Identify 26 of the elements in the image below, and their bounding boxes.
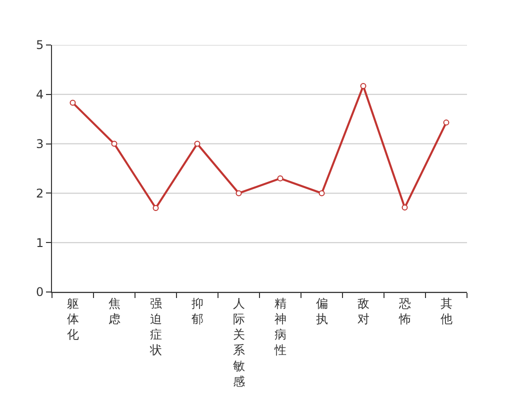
- point: [402, 204, 408, 211]
- y-tick-label: 5: [36, 38, 44, 52]
- point: [70, 100, 76, 106]
- y-tick-label: 4: [36, 88, 44, 102]
- y-tick-label: 1: [36, 236, 44, 250]
- point: [194, 140, 200, 147]
- x-tick-label: 强迫症状: [148, 296, 162, 358]
- point: [318, 190, 325, 196]
- x-tick-label: 恐怖: [398, 296, 411, 326]
- x-tick-label: 其他: [440, 296, 452, 326]
- point: [236, 190, 242, 196]
- point: [443, 120, 450, 126]
- point: [152, 205, 159, 212]
- y-tick-label: 3: [36, 137, 44, 151]
- point: [111, 140, 118, 147]
- x-tick-label: 焦虑: [108, 296, 120, 326]
- x-tick-label: 人际关系敏感: [232, 296, 245, 388]
- y-tick-label: 0: [36, 285, 44, 300]
- x-tick-label: 敌对: [357, 296, 370, 326]
- x-tick-label: 抑郁: [191, 296, 204, 326]
- x-tick-label: 躯体化: [66, 296, 79, 342]
- x-tick-label: 精神病性: [273, 296, 286, 358]
- x-tick-label: 偏执: [316, 296, 328, 326]
- point: [277, 175, 284, 182]
- y-tick-label: 2: [36, 186, 44, 200]
- point: [360, 83, 366, 89]
